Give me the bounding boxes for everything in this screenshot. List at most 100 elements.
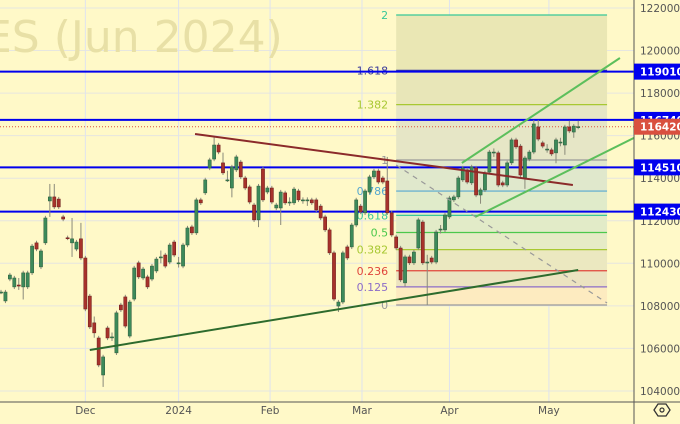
candle-up (571, 125, 576, 133)
price-tick-label: 108000 (640, 301, 680, 313)
fib-level-label: 0.382 (357, 244, 389, 257)
candle-down (407, 256, 412, 264)
candle-up (39, 250, 43, 268)
time-axis[interactable]: Dec 2024 Feb Mar Apr May (75, 405, 560, 417)
candle-up (487, 151, 492, 173)
candle-up (230, 166, 234, 189)
candle-down (283, 192, 288, 204)
candle-up (554, 139, 558, 154)
candle-down (398, 247, 403, 281)
candle-down (536, 126, 541, 140)
candle-down (145, 276, 150, 288)
candle-down (323, 216, 327, 231)
candle-up (301, 199, 305, 202)
candle-down (385, 180, 390, 214)
candle-down (518, 145, 523, 176)
candle-up (527, 151, 532, 160)
candle-down (34, 242, 39, 250)
price-tick-label: 120000 (640, 46, 680, 58)
settings-button[interactable] (653, 403, 671, 417)
time-tick-label: Feb (261, 405, 280, 417)
level-price-badge[interactable] (634, 203, 680, 220)
candles (0, 119, 581, 387)
candle-down (221, 162, 225, 174)
candle-up (278, 191, 283, 209)
candle-down (247, 186, 252, 203)
candle-up (349, 224, 354, 248)
support-trendline[interactable] (89, 268, 579, 351)
resistance-trendline[interactable] (194, 132, 574, 186)
candle-up (203, 179, 208, 194)
time-tick-label: 2024 (165, 405, 192, 417)
candle-up (531, 123, 536, 153)
candle-up (132, 267, 137, 300)
candle-down (318, 205, 323, 219)
candle-up (491, 151, 496, 154)
candle-up (225, 179, 230, 182)
candle-down (198, 199, 203, 204)
candle-down (119, 304, 123, 311)
candle-up (523, 157, 527, 179)
candle-up (212, 144, 216, 160)
candle-down (332, 252, 336, 300)
candle-up (469, 166, 474, 184)
candle-up (150, 265, 154, 280)
time-tick-label: May (538, 405, 560, 417)
candle-down (327, 229, 332, 254)
level-price-badge[interactable] (634, 159, 680, 176)
candle-up (114, 312, 119, 354)
candle-down (474, 167, 478, 196)
candle-up (558, 141, 563, 144)
candle-up (372, 170, 376, 178)
candle-up (207, 159, 212, 169)
candle-up (167, 244, 172, 263)
candle-up (3, 291, 8, 302)
candle-down (567, 126, 572, 132)
candle-up (8, 274, 12, 280)
candle-down (376, 170, 381, 183)
candle-down (56, 198, 61, 208)
trendlines[interactable] (89, 57, 680, 351)
candle-up (0, 291, 3, 294)
candle-up (101, 356, 105, 376)
candle-up (576, 126, 581, 128)
candle-down (514, 139, 518, 148)
candle-up (185, 227, 190, 246)
candle-up (127, 301, 132, 337)
fib-band (396, 215, 608, 233)
fib-band (396, 15, 608, 71)
candle-up (478, 189, 483, 196)
fib-band (396, 232, 608, 250)
candle-up (110, 336, 114, 339)
level-price-badge[interactable] (634, 63, 680, 80)
price-tick-label: 122000 (640, 3, 680, 15)
fib-band (396, 249, 608, 271)
candle-up (505, 162, 510, 186)
candle-up (274, 204, 279, 209)
candle-up (363, 190, 367, 214)
candle-down (420, 221, 425, 264)
candle-up (292, 188, 296, 204)
fib-level-label: 0.236 (357, 265, 389, 278)
horizontal-levels[interactable] (0, 70, 634, 213)
price-tick-label: 118000 (640, 88, 680, 100)
fib-level-label: 0.786 (357, 185, 389, 198)
channel-upper-trendline[interactable] (461, 57, 621, 164)
candle-up (256, 185, 261, 221)
candle-up (158, 256, 163, 259)
candle-up (416, 219, 421, 249)
candle-down (540, 142, 545, 147)
candle-down (309, 199, 314, 204)
candle-down (429, 257, 434, 263)
candle-down (105, 327, 110, 339)
candle-up (545, 148, 549, 151)
candle-up (70, 238, 74, 244)
candle-down (238, 161, 243, 178)
candle-down (136, 262, 141, 278)
candle-up (443, 214, 447, 231)
hexagon-gear-icon-center (659, 407, 665, 413)
candle-up (234, 156, 239, 171)
dashed-trendline[interactable] (395, 164, 608, 304)
